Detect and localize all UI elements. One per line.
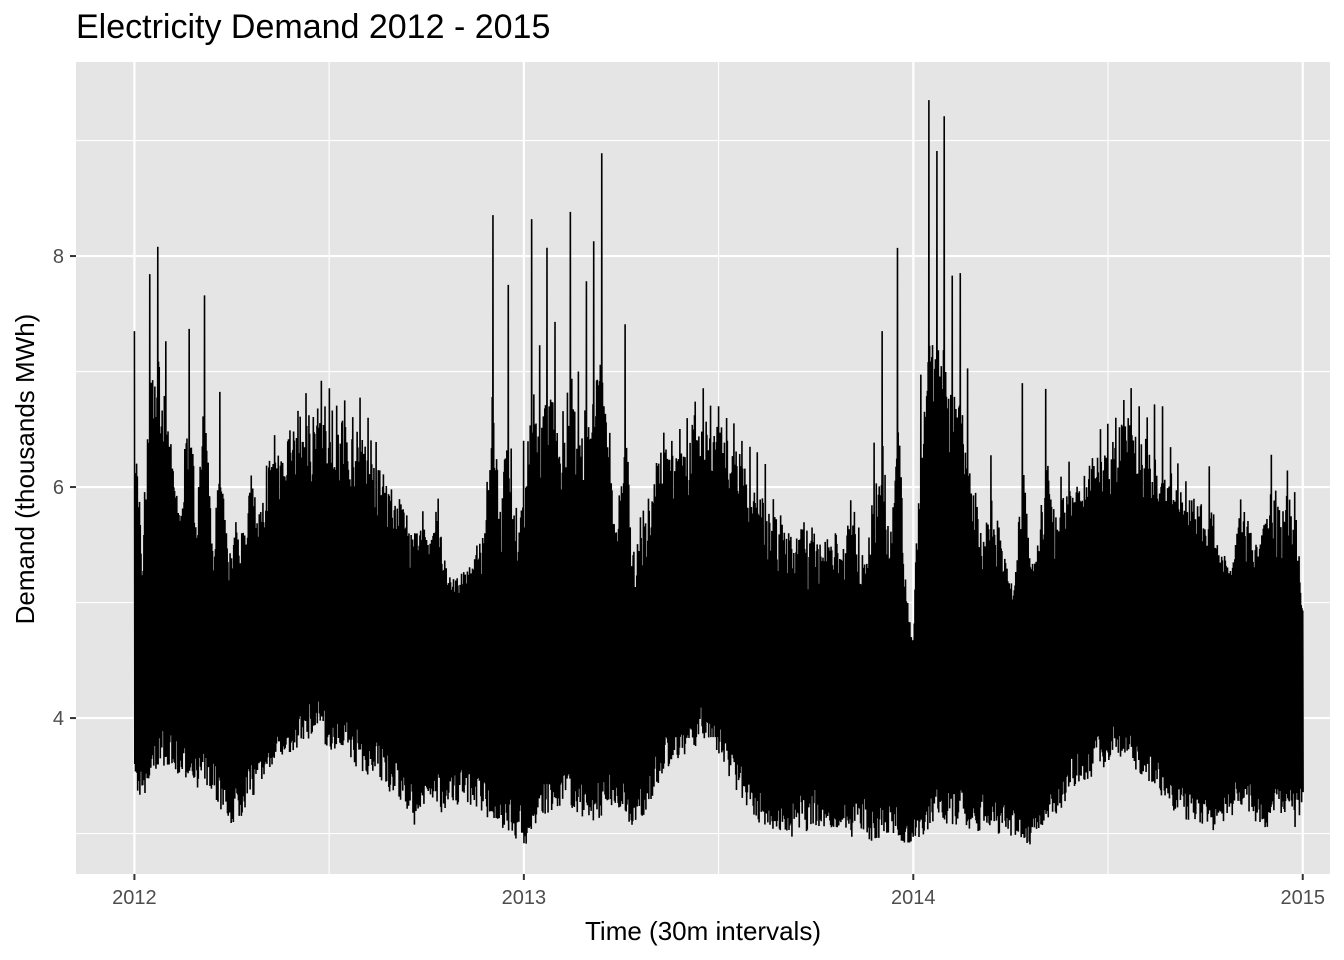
y-axis-title: Demand (thousands MWh) bbox=[10, 314, 40, 625]
series-line bbox=[133, 100, 1304, 845]
x-axis: 2012 2013 2014 2015 bbox=[112, 874, 1325, 909]
y-axis: 4 6 8 bbox=[53, 246, 76, 730]
y-tick-label: 4 bbox=[53, 708, 64, 730]
x-tick-label: 2013 bbox=[502, 887, 547, 909]
y-tick-label: 6 bbox=[53, 477, 64, 499]
chart-title: Electricity Demand 2012 - 2015 bbox=[76, 8, 551, 46]
x-tick-label: 2014 bbox=[891, 887, 936, 909]
x-tick-label: 2012 bbox=[112, 887, 157, 909]
x-axis-title: Time (30m intervals) bbox=[585, 916, 821, 946]
series-layer bbox=[133, 100, 1304, 845]
y-tick-label: 8 bbox=[53, 246, 64, 268]
x-tick-label: 2015 bbox=[1280, 887, 1325, 909]
